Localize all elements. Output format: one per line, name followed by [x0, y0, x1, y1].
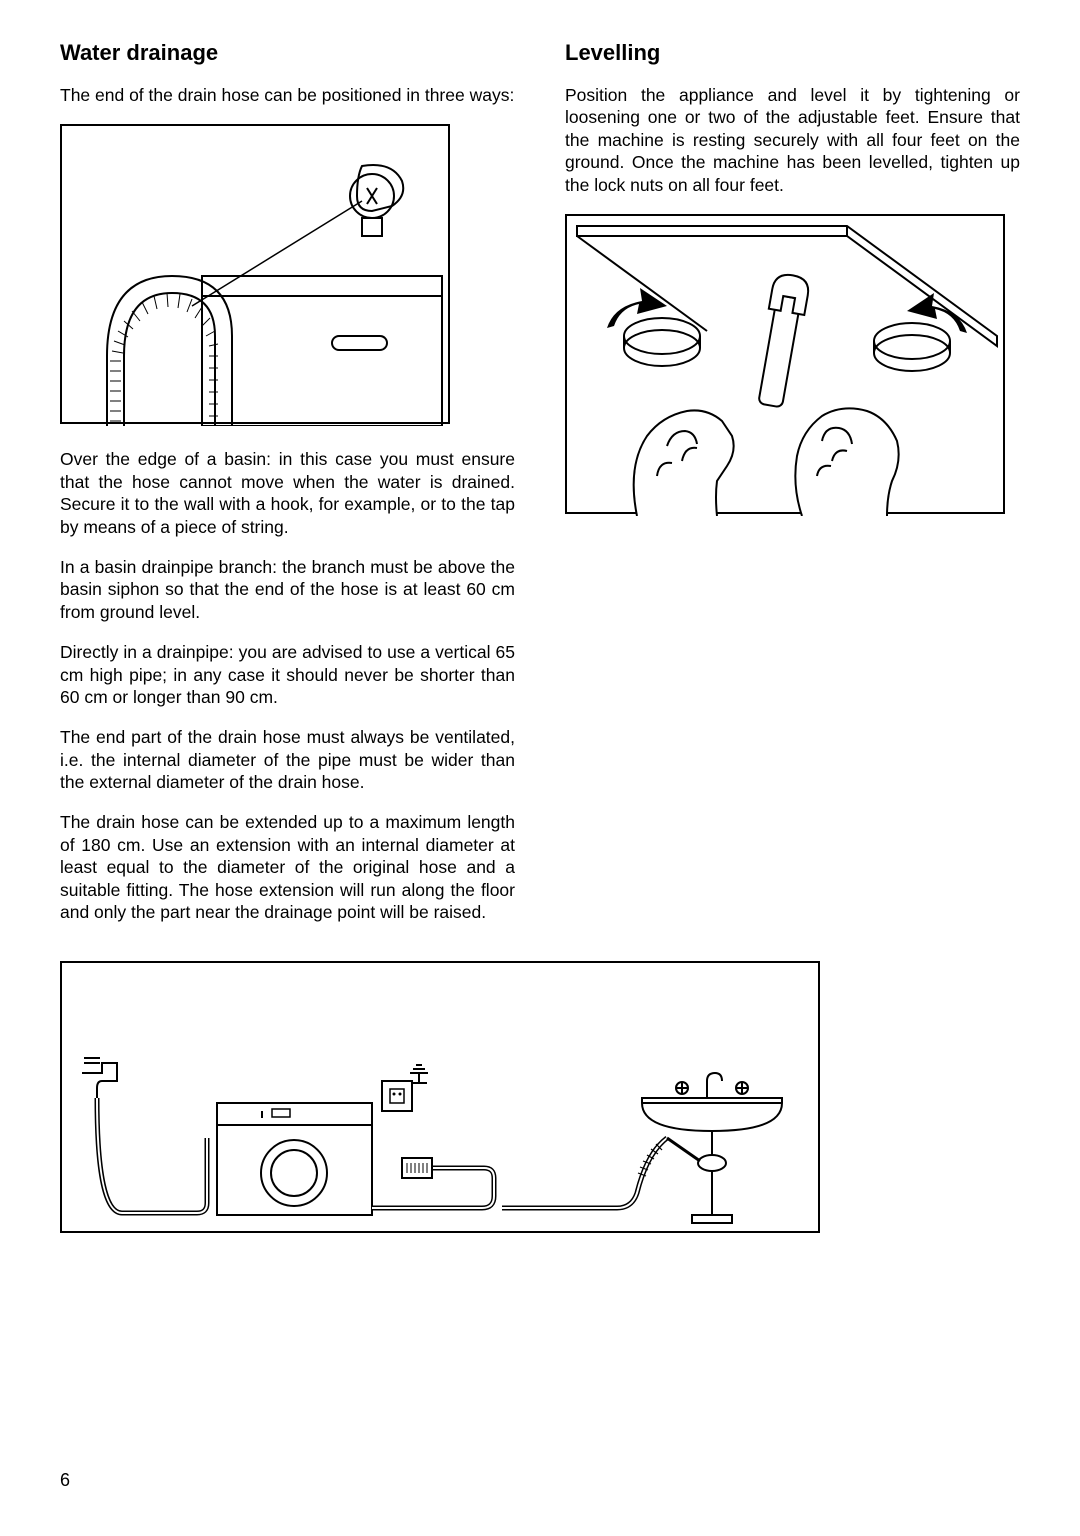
intro-text: The end of the drain hose can be positio… — [60, 84, 515, 106]
page-number: 6 — [60, 1470, 70, 1491]
para-levelling: Position the appliance and level it by t… — [565, 84, 1020, 196]
heading-water-drainage: Water drainage — [60, 40, 515, 66]
right-column: Levelling Position the appliance and lev… — [565, 40, 1020, 941]
figure-installation-diagram — [60, 961, 820, 1233]
left-column: Water drainage The end of the drain hose… — [60, 40, 515, 941]
para-basin-edge: Over the edge of a basin: in this case y… — [60, 448, 515, 538]
heading-levelling: Levelling — [565, 40, 1020, 66]
figure-levelling — [565, 214, 1005, 514]
para-drainpipe-branch: In a basin drainpipe branch: the branch … — [60, 556, 515, 623]
para-ventilated: The end part of the drain hose must alwa… — [60, 726, 515, 793]
para-direct-drainpipe: Directly in a drainpipe: you are advised… — [60, 641, 515, 708]
para-extension: The drain hose can be extended up to a m… — [60, 811, 515, 923]
figure-drain-hose — [60, 124, 450, 424]
